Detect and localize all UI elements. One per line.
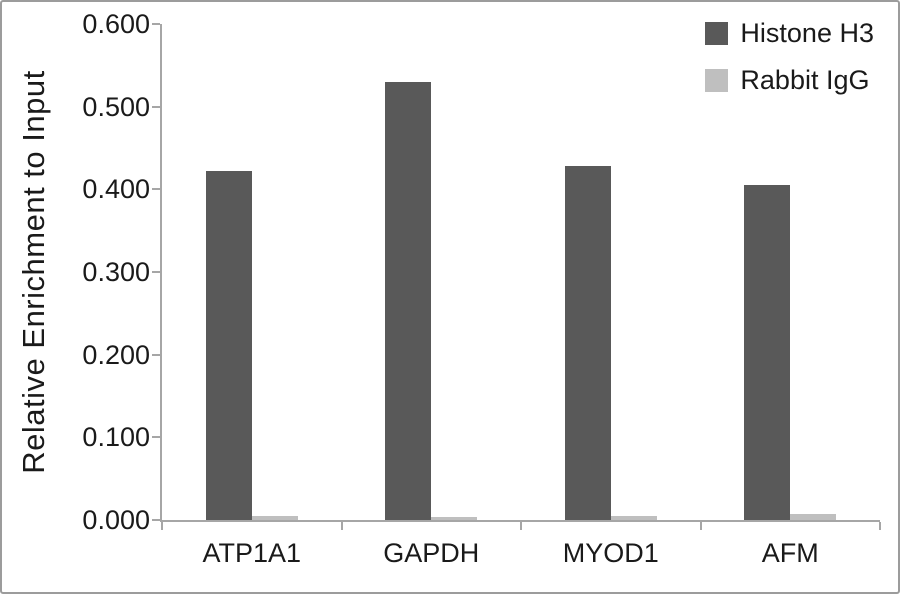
- bar-histone-h3-myod1: [564, 166, 611, 520]
- x-axis-category-label: AFM: [761, 538, 819, 568]
- y-axis-tick-mark: [152, 353, 160, 356]
- x-axis-category-label: ATP1A1: [202, 538, 302, 568]
- bar-rabbit-igg-myod1: [610, 515, 657, 520]
- y-axis-tick-label: 0.400: [82, 174, 150, 205]
- bar-rabbit-igg-atp1a1: [251, 515, 298, 520]
- y-axis-tick-mark: [152, 105, 160, 108]
- x-axis-tick-mark: [520, 522, 522, 530]
- bar-histone-h3-gapdh: [385, 81, 432, 520]
- x-axis-category-label: GAPDH: [383, 538, 480, 568]
- legend-label: Rabbit IgG: [740, 65, 870, 95]
- x-axis-category-label: MYOD1: [562, 538, 659, 568]
- y-axis-tick-label: 0.200: [82, 339, 150, 370]
- x-axis-tick-mark: [161, 522, 163, 530]
- y-axis-tick-mark: [152, 436, 160, 439]
- bar-rabbit-igg-gapdh: [431, 516, 478, 520]
- y-axis-tick-mark: [152, 271, 160, 273]
- plot-area: 0.000 0.100 0.200 0.300 0.400 0.500 0.600 ATP1A…: [82, 9, 881, 568]
- legend-swatch-histone-h3: [705, 22, 729, 45]
- y-axis-tick-label: 0.300: [82, 257, 150, 287]
- y-axis-tick-label: 0.500: [82, 91, 150, 122]
- x-axis-tick-mark: [699, 522, 702, 530]
- legend: Histone H3 Rabbit IgG: [705, 18, 874, 96]
- y-axis-title: Relative Enrichment to Input: [16, 70, 51, 474]
- bar-histone-h3-atp1a1: [205, 171, 252, 520]
- y-axis-tick-label: 0.600: [82, 9, 150, 39]
- bar-rabbit-igg-afm: [790, 514, 837, 520]
- x-axis-tick-mark: [340, 522, 343, 530]
- bar-histone-h3-afm: [744, 185, 791, 520]
- y-axis-tick-mark: [152, 23, 160, 25]
- y-axis-tick-mark: [152, 519, 160, 521]
- legend-swatch-rabbit-igg: [705, 69, 729, 92]
- legend-item: Histone H3: [705, 18, 874, 49]
- y-axis-tick-mark: [152, 188, 160, 191]
- y-axis-tick-label: 0.000: [82, 505, 150, 535]
- legend-item: Rabbit IgG: [705, 65, 874, 96]
- y-axis-tick-label: 0.100: [82, 422, 150, 453]
- legend-label: Histone H3: [740, 18, 874, 48]
- x-axis-tick-mark: [879, 522, 881, 530]
